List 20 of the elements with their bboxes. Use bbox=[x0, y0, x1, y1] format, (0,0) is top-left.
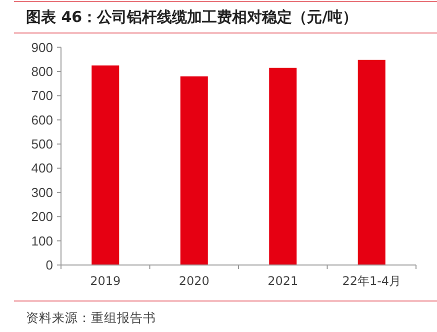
chart-title: 图表 46：公司铝杆线缆加工费相对稳定（元/吨） bbox=[26, 8, 358, 26]
x-tick-label: 2020 bbox=[178, 274, 210, 288]
bar bbox=[358, 60, 386, 265]
bar bbox=[92, 65, 120, 265]
y-tick-label: 400 bbox=[31, 160, 53, 176]
bar bbox=[180, 76, 208, 265]
y-tick-label: 100 bbox=[31, 233, 53, 248]
x-tick-label: 2019 bbox=[90, 274, 121, 288]
y-tick-label: 0 bbox=[46, 258, 53, 272]
y-tick-label: 500 bbox=[31, 136, 53, 152]
y-tick-label: 200 bbox=[31, 209, 53, 224]
text: 资料来源：重组报告书 bbox=[26, 310, 156, 325]
y-tick-label: 900 bbox=[31, 40, 53, 55]
y-tick-label: 800 bbox=[31, 64, 53, 79]
y-tick-label: 700 bbox=[31, 88, 53, 104]
y-tick-label: 600 bbox=[31, 112, 53, 128]
bar bbox=[269, 68, 297, 265]
x-tick-label: 2021 bbox=[268, 274, 298, 288]
x-tick-label: 22年1-4月 bbox=[342, 274, 402, 288]
y-tick-label: 300 bbox=[31, 184, 53, 200]
